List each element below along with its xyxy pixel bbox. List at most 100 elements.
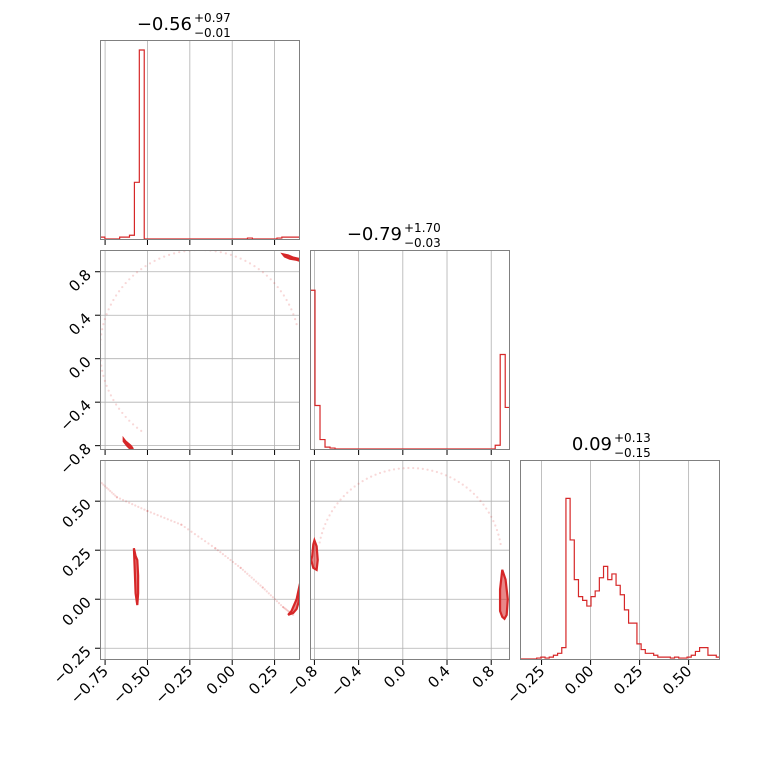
hist-param2 xyxy=(310,250,510,450)
scatter-p3-vs-p2-point-20 xyxy=(440,472,443,475)
scatter-p2-vs-p1-point-39 xyxy=(131,274,135,277)
scatter-p2-vs-p1-point-65 xyxy=(112,398,115,402)
scatter-p3-vs-p2-point-14 xyxy=(465,486,468,489)
scatter-p3-vs-p2-point-41 xyxy=(346,491,349,494)
scatter-p3-vs-p2-point-36 xyxy=(365,477,368,480)
hist-param3-xtick-label-3: 0.50 xyxy=(659,662,695,698)
scatter-p3-vs-p1-xtick-label-1: −0.50 xyxy=(109,662,154,707)
scatter-p2-vs-p1-point-46 xyxy=(109,303,112,306)
scatter-p3-vs-p2-xtick-label-4: 0.8 xyxy=(468,662,498,692)
scatter-p2-vs-p1-point-31 xyxy=(167,253,171,256)
hist-param1-steps xyxy=(100,49,300,240)
scatter-p3-vs-p1-point-6-7 xyxy=(275,600,279,603)
scatter-p3-vs-p1-point-0-10 xyxy=(115,496,119,499)
scatter-p2-vs-p1-point-11 xyxy=(265,274,269,277)
scatter-p3-vs-p1-point-2-6 xyxy=(166,518,169,521)
scatter-p3-vs-p1-point-1-10 xyxy=(146,509,149,513)
scatter-p3-vs-p2-point-29 xyxy=(397,467,400,470)
scatter-p3-vs-p1-point-4-8 xyxy=(234,562,237,566)
scatter-p2-vs-p1-point-68 xyxy=(121,411,124,415)
scatter-p2-vs-p1-point-32 xyxy=(163,255,166,258)
scatter-p3-vs-p1-point-7-2 xyxy=(283,607,287,610)
scatter-p3-vs-p2-xtick-label-1: −0.4 xyxy=(327,662,365,700)
scatter-p2-vs-p1-point-45 xyxy=(112,298,115,302)
scatter-p3-vs-p2-point-13 xyxy=(469,489,472,492)
scatter-p2-vs-p1-frame xyxy=(100,250,300,450)
scatter-p3-vs-p2-point-17 xyxy=(453,478,456,481)
scatter-p2-vs-p1-plot-area xyxy=(100,250,300,450)
scatter-p3-vs-p1-point-3-6 xyxy=(200,537,203,540)
scatter-p2-vs-p1-point-66 xyxy=(115,403,118,406)
scatter-p3-vs-p2-xtick-label-3: 0.4 xyxy=(424,662,454,692)
scatter-p3-vs-p2-point-49 xyxy=(324,522,327,526)
scatter-p2-vs-p1-contour-0 xyxy=(122,435,135,450)
scatter-p3-vs-p1-point-3-1 xyxy=(183,525,186,529)
scatter-p2-vs-p1-point-36 xyxy=(144,265,147,268)
scatter-p3-vs-p1-point-5-2 xyxy=(243,570,247,573)
scatter-p3-vs-p1-ytick-label-0: 0.50 xyxy=(58,495,94,531)
scatter-p3-vs-p2-point-8 xyxy=(485,507,488,510)
scatter-p3-vs-p1-point-4-4 xyxy=(224,554,227,558)
scatter-p3-vs-p1-point-3-10 xyxy=(214,547,217,550)
scatter-p2-vs-p1-point-12 xyxy=(261,271,265,274)
scatter-p2-vs-p1-point-33 xyxy=(158,257,161,260)
scatter-p3-vs-p1-point-0-8 xyxy=(112,493,115,496)
hist-param1-frame xyxy=(100,40,300,240)
scatter-p2-vs-p1-point-67 xyxy=(117,407,121,410)
scatter-p3-vs-p1-xtick-label-3: 0.00 xyxy=(203,662,239,698)
scatter-p3-vs-p1-point-2-9 xyxy=(176,522,180,525)
scatter-p3-vs-p1-point-2-5 xyxy=(163,516,166,519)
scatter-p3-vs-p2-point-47 xyxy=(328,514,331,517)
scatter-p3-vs-p1-point-6-9 xyxy=(279,603,283,607)
scatter-p2-vs-p1-point-4 xyxy=(288,303,291,306)
scatter-p3-vs-p2-point-10 xyxy=(479,499,482,502)
scatter-p2-vs-p1-ytick-label-2: 0.0 xyxy=(65,353,95,383)
scatter-p3-vs-p2-point-50 xyxy=(322,527,325,530)
scatter-p3-vs-p1-point-5-10 xyxy=(261,586,264,589)
scatter-p3-vs-p2-point-32 xyxy=(383,470,386,473)
scatter-p2-vs-p1-ytick-label-1: 0.4 xyxy=(65,309,95,339)
scatter-p3-vs-p1-xtick-label-2: −0.25 xyxy=(151,662,196,707)
scatter-p3-vs-p2-point-27 xyxy=(407,466,410,470)
scatter-p3-vs-p1-point-4-6 xyxy=(229,558,232,562)
scatter-p2-vs-p1-point-63 xyxy=(107,389,110,392)
scatter-p3-vs-p1-point-3-7 xyxy=(203,540,207,543)
scatter-p3-vs-p1 xyxy=(100,460,300,660)
scatter-p3-vs-p1-point-6-0 xyxy=(261,586,264,589)
scatter-p2-vs-p1-point-62 xyxy=(105,384,108,387)
scatter-p3-vs-p2-point-45 xyxy=(333,506,336,509)
scatter-p3-vs-p1-point-4-10 xyxy=(239,566,242,569)
scatter-p3-vs-p1-ytick-label-2: 0.00 xyxy=(58,593,94,629)
scatter-p2-vs-p1-point-73 xyxy=(140,429,143,433)
scatter-p2-vs-p1-ytick-label-0: 0.8 xyxy=(65,266,95,296)
scatter-p2-vs-p1-point-6 xyxy=(282,294,285,297)
scatter-p2-vs-p1-point-61 xyxy=(103,379,106,383)
scatter-p3-vs-p1-point-5-4 xyxy=(248,574,251,577)
scatter-p3-vs-p1-point-6-1 xyxy=(263,588,266,591)
scatter-p3-vs-p1-frame xyxy=(100,460,300,660)
scatter-p2-vs-p1-point-34 xyxy=(153,259,156,262)
scatter-p3-vs-p1-point-3-9 xyxy=(210,544,213,547)
scatter-p3-vs-p2-point-21 xyxy=(435,470,438,474)
scatter-p2-vs-p1-point-64 xyxy=(109,394,112,397)
scatter-p2-vs-p1-ytick-label-4: −0.8 xyxy=(56,440,94,478)
scatter-p3-vs-p2 xyxy=(310,460,510,660)
hist-param3-frame xyxy=(520,460,720,660)
scatter-p2-vs-p1-point-60 xyxy=(102,374,105,377)
scatter-p3-vs-p2-point-53 xyxy=(318,541,321,544)
hist-param3-xtick-label-1: 0.00 xyxy=(561,662,597,698)
scatter-p2-vs-p1-point-47 xyxy=(107,308,110,311)
scatter-p2-vs-p1-point-37 xyxy=(140,267,143,271)
hist-param3-steps xyxy=(520,497,720,660)
scatter-p3-vs-p1-point-2-1 xyxy=(149,511,152,514)
scatter-p3-vs-p1-point-0-4 xyxy=(105,486,108,489)
scatter-p3-vs-p1-point-5-8 xyxy=(257,582,260,585)
hist-param1-title-lower: −0.01 xyxy=(194,26,231,40)
scatter-p2-vs-p1-point-38 xyxy=(135,271,139,274)
scatter-p2-vs-p1-point-8 xyxy=(276,285,279,289)
scatter-p3-vs-p2-point-46 xyxy=(330,510,334,513)
scatter-p3-vs-p1-point-7-1 xyxy=(282,606,286,609)
hist-param3-title-lower: −0.15 xyxy=(614,446,651,460)
scatter-p3-vs-p2-contour-1 xyxy=(498,569,509,621)
scatter-p2-vs-p1-point-15 xyxy=(248,262,252,265)
